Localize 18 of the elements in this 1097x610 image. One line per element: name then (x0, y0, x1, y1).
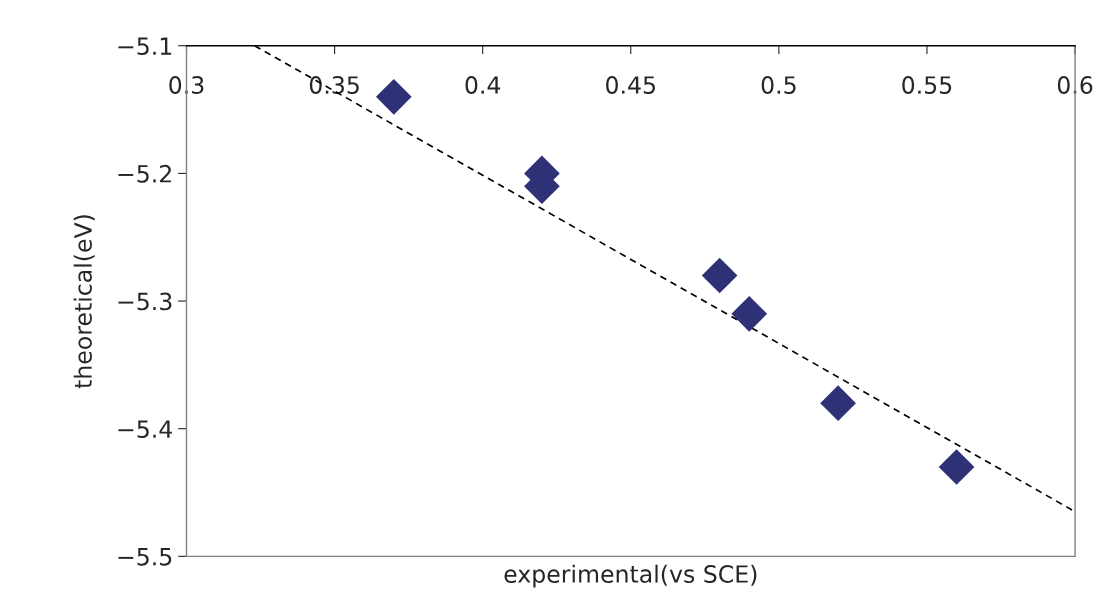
point (701, 257, 738, 294)
point (938, 449, 975, 485)
x-tick-label: 0.45 (606, 76, 655, 94)
x-tick-label: 0.55 (902, 76, 952, 94)
x-tick-label: 0.5 (761, 76, 796, 94)
point (731, 295, 768, 332)
point (375, 78, 412, 115)
y-tick-label: −5.1 (118, 37, 172, 56)
y-tick-label: −5.5 (118, 548, 172, 566)
y-tick-label: −5.2 (118, 164, 171, 183)
y-tick-label: −5.4 (118, 420, 172, 438)
point (820, 385, 856, 421)
x-tick-label: 0.6 (1057, 76, 1093, 94)
x-axis-title: experimental(vs SCE) (504, 564, 757, 588)
x-tick-label: 0.4 (465, 76, 501, 94)
x-tick-label: 0.35 (309, 76, 359, 94)
y-axis-title: theoretical(eV) (73, 215, 95, 389)
y-tick-label: −5.3 (118, 292, 172, 311)
